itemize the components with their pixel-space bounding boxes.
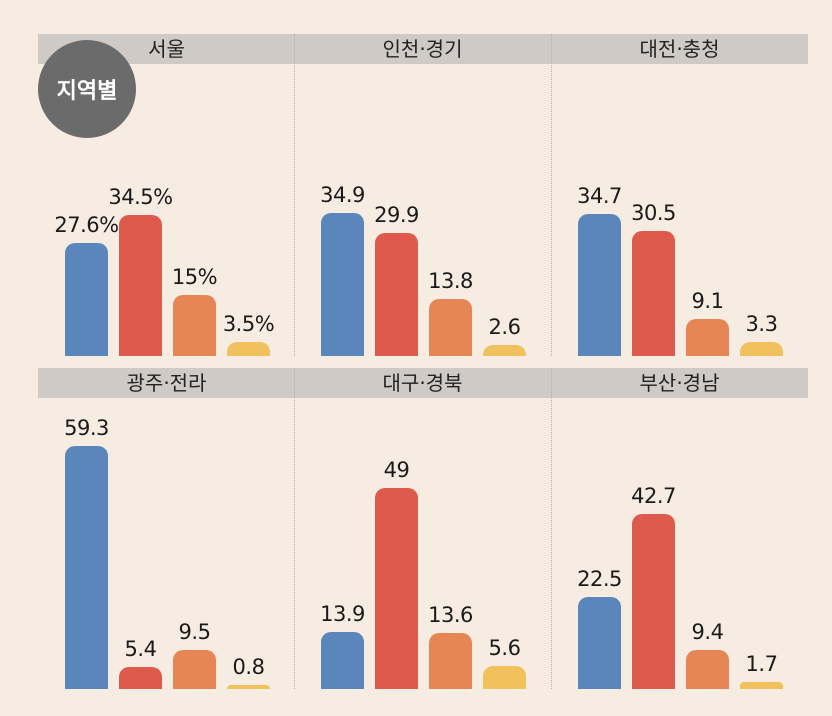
bar	[429, 299, 472, 356]
bar	[227, 341, 270, 356]
column-divider	[294, 34, 295, 356]
bar-value-label: 29.9	[374, 203, 419, 228]
bar	[686, 650, 729, 689]
region-badge: 지역별	[38, 40, 136, 138]
bar	[429, 633, 472, 689]
bar-value-label: 3.5%	[222, 311, 275, 336]
bar	[173, 294, 216, 356]
bar	[321, 632, 364, 689]
bar	[119, 666, 162, 689]
bar-value-label: 49	[383, 458, 410, 483]
column-divider	[551, 34, 552, 356]
column-divider	[294, 368, 295, 689]
bar-value-label: 30.5	[631, 200, 676, 225]
bar-value-label: 5.6	[488, 636, 521, 661]
top-header-bar	[38, 34, 808, 64]
bar-value-label: 34.7	[577, 183, 622, 208]
bar-value-label: 13.9	[320, 602, 365, 626]
bar-value-label: 9.4	[691, 620, 724, 645]
panel-title: 대전·충청	[639, 37, 720, 61]
bar-value-label: 13.6	[428, 603, 473, 628]
panel-title: 인천·경기	[382, 37, 463, 61]
bar-value-label: 0.8	[232, 655, 265, 679]
bar-value-label: 9.5	[178, 620, 211, 645]
bar-value-label: 59.3	[64, 415, 109, 440]
panel-title: 대구·경북	[382, 371, 463, 395]
bar	[740, 682, 783, 689]
bar	[321, 212, 364, 356]
bar	[578, 596, 621, 689]
bar	[119, 214, 162, 356]
bar-value-label: 5.4	[124, 636, 157, 661]
bar-value-label: 27.6%	[54, 212, 119, 237]
bar-value-label: 34.5%	[108, 184, 173, 209]
bar-value-label: 15%	[171, 264, 218, 289]
bar	[632, 230, 675, 356]
bar	[740, 342, 783, 356]
bar	[375, 233, 418, 356]
bar-value-label: 34.9	[320, 182, 365, 207]
bar-value-label: 22.5	[577, 566, 622, 591]
bar	[65, 445, 108, 689]
bar	[375, 488, 418, 689]
bar	[227, 685, 270, 689]
panel-title: 부산·경남	[639, 371, 720, 395]
bar	[632, 513, 675, 689]
bar-value-label: 1.7	[745, 652, 778, 677]
bar-value-label: 2.6	[488, 315, 521, 340]
bar-value-label: 9.1	[691, 288, 724, 313]
bottom-header-bar	[38, 368, 808, 398]
bar	[686, 318, 729, 356]
panel-title: 서울	[148, 37, 185, 61]
bar-value-label: 3.3	[745, 312, 778, 337]
bar-value-label: 42.7	[631, 483, 676, 508]
bar-value-label: 13.8	[428, 269, 473, 294]
bar	[483, 345, 526, 356]
bar	[578, 213, 621, 356]
bar	[65, 242, 108, 356]
column-divider	[551, 368, 552, 689]
panel-title: 광주·전라	[126, 371, 207, 395]
bar	[173, 650, 216, 689]
bar	[483, 666, 526, 689]
